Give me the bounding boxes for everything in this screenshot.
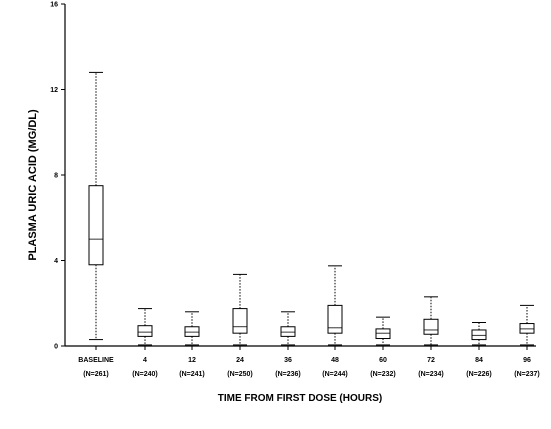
- x-tick-label: 36: [284, 357, 292, 364]
- x-tick-label: BASELINE: [78, 357, 114, 364]
- box-4: [232, 273, 248, 346]
- iqr-box: [423, 318, 439, 335]
- x-tick-n-label: (N=241): [179, 371, 204, 378]
- x-tick-n-label: (N=250): [227, 371, 252, 378]
- y-tick-label: 12: [50, 87, 58, 94]
- x-tick-n-label: (N=261): [83, 371, 108, 378]
- x-tick-label: 24: [236, 357, 244, 364]
- x-tick-n-label: (N=226): [466, 371, 491, 378]
- box-7: [375, 316, 391, 346]
- x-tick-n-label: (N=232): [370, 371, 395, 378]
- box-5: [280, 311, 296, 346]
- iqr-box: [88, 185, 104, 266]
- iqr-box: [471, 329, 487, 341]
- iqr-box: [327, 304, 343, 334]
- x-tick-n-label: (N=234): [418, 371, 443, 378]
- x-tick-label: 4: [143, 357, 147, 364]
- box-10: [519, 304, 535, 346]
- x-tick-n-label: (N=237): [514, 371, 539, 378]
- y-tick-label: 4: [54, 258, 58, 265]
- y-tick-labels: 0 4 8 12 16: [50, 2, 65, 351]
- x-tick-n-label: (N=236): [275, 371, 300, 378]
- box-9: [471, 321, 487, 346]
- y-tick-label: 0: [54, 344, 58, 351]
- box-3: [184, 311, 200, 346]
- x-tick-label: 48: [331, 357, 339, 364]
- x-tick-label: 12: [188, 357, 196, 364]
- x-axis-title: TIME FROM FIRST DOSE (HOURS): [218, 393, 382, 404]
- iqr-box: [375, 328, 391, 340]
- x-tick-label: 84: [475, 357, 483, 364]
- box-2: [137, 308, 153, 346]
- iqr-box: [137, 325, 153, 337]
- iqr-box: [232, 308, 248, 334]
- axes: [64, 4, 536, 347]
- y-tick-label: 8: [54, 173, 58, 180]
- iqr-box: [519, 323, 535, 334]
- x-tick-labels: BASELINE (N=261) 4 (N=240) 12 (N=241) 24 (N=250…: [78, 346, 540, 378]
- box-8: [423, 296, 439, 346]
- iqr-box: [280, 326, 296, 337]
- box-6: [327, 265, 343, 346]
- x-tick-label: 96: [523, 357, 531, 364]
- box-series: [88, 71, 535, 346]
- x-tick-label: 72: [427, 357, 435, 364]
- iqr-box: [184, 326, 200, 337]
- y-axis-title: PLASMA URIC ACID (MG/DL): [27, 109, 39, 261]
- box-1: [88, 71, 104, 341]
- x-tick-n-label: (N=240): [132, 371, 157, 378]
- x-tick-n-label: (N=244): [322, 371, 347, 378]
- y-tick-label: 16: [50, 2, 58, 9]
- x-tick-label: 60: [379, 357, 387, 364]
